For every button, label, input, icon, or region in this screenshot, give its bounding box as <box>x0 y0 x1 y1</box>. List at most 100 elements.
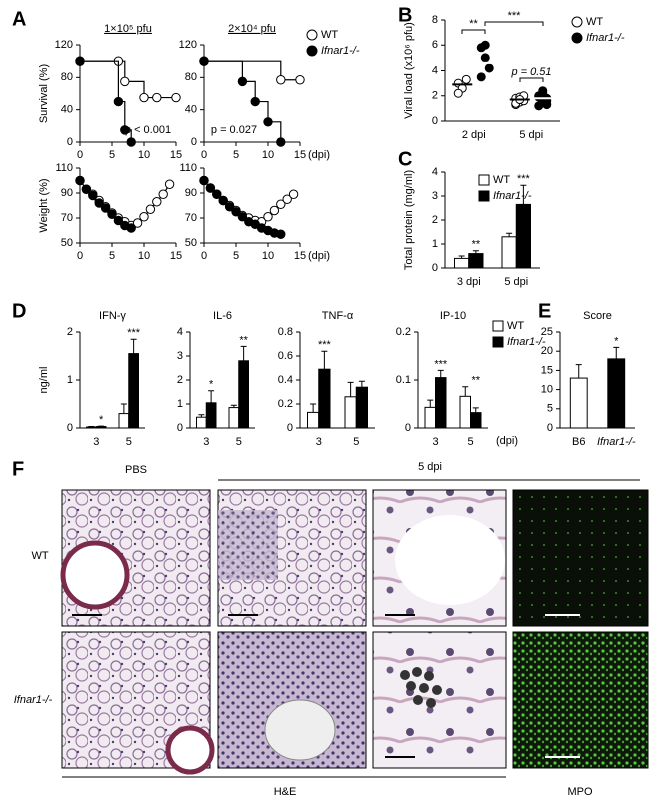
bar <box>119 414 129 428</box>
point <box>159 190 167 198</box>
stain-label: H&E <box>274 786 297 798</box>
y-tick-label: 0 <box>287 422 293 434</box>
bar <box>96 427 106 428</box>
bar <box>239 361 249 428</box>
point <box>101 204 109 212</box>
point <box>206 184 214 192</box>
x-tick-label: 3 dpi <box>457 276 481 288</box>
error-bar <box>208 391 214 403</box>
significance: * <box>209 379 214 391</box>
row-label: Ifnar1-/- <box>14 694 53 706</box>
bar <box>308 412 319 428</box>
chart-title: 1×10⁵ pfu <box>104 23 152 35</box>
point <box>251 97 259 105</box>
bar <box>570 378 587 428</box>
significance: *** <box>434 358 448 370</box>
y-tick-label: 70 <box>61 212 73 224</box>
micrograph <box>373 632 506 768</box>
error-bar <box>506 233 512 237</box>
legend-marker <box>307 46 317 56</box>
y-tick-label: 10 <box>541 384 553 396</box>
legend-label: WT <box>493 174 510 186</box>
y-axis-label: Weight (%) <box>38 178 50 232</box>
point <box>200 57 208 65</box>
column-label: 5 dpi <box>418 461 442 473</box>
y-tick-label: 80 <box>61 71 73 83</box>
point <box>76 176 84 184</box>
x-tick-label: 5 <box>353 436 359 448</box>
alveolus <box>395 515 505 605</box>
legend-marker <box>493 321 503 331</box>
bar <box>471 413 482 428</box>
point <box>140 213 148 221</box>
legend-label: Ifnar1-/- <box>493 190 532 202</box>
point <box>481 54 489 62</box>
significance: *** <box>517 173 531 185</box>
airway <box>63 543 127 607</box>
point <box>140 93 148 101</box>
y-tick-label: 4 <box>177 326 183 338</box>
point <box>127 138 135 146</box>
y-tick-label: 4 <box>432 64 438 76</box>
axes <box>80 168 176 243</box>
point <box>277 138 285 146</box>
error-bar <box>310 404 316 412</box>
point <box>121 77 129 85</box>
y-tick-label: 15 <box>541 364 553 376</box>
y-tick-label: 120 <box>179 39 197 51</box>
chart-title: TNF-α <box>322 310 354 322</box>
y-tick-label: 2 <box>432 90 438 102</box>
y-tick-label: 1 <box>67 374 73 386</box>
y-axis-label: Viral load (x10⁶ pfu) <box>403 22 415 119</box>
y-tick-label: 0 <box>67 422 73 434</box>
y-tick-label: 3 <box>177 350 183 362</box>
stain-label: MPO <box>567 786 593 798</box>
point <box>477 73 485 81</box>
y-tick-label: 2 <box>432 214 438 226</box>
error-bar <box>121 404 127 414</box>
bar <box>87 427 97 428</box>
significance: ** <box>239 334 248 346</box>
x-tick-label: 0 <box>77 149 83 161</box>
point <box>277 230 285 238</box>
y-tick-label: 0 <box>547 422 553 434</box>
error-bar <box>241 346 247 360</box>
x-tick-label: 3 <box>203 436 209 448</box>
point <box>289 190 297 198</box>
bar <box>436 378 447 428</box>
x-tick-label: 5 <box>126 436 132 448</box>
bar <box>469 254 483 268</box>
x-tick-label: 15 <box>170 149 182 161</box>
point <box>296 76 304 84</box>
annotation: p = 0.51 <box>510 66 551 78</box>
legend-marker <box>572 33 582 43</box>
bar <box>608 359 625 428</box>
x-tick-label: 15 <box>170 250 182 262</box>
y-tick-label: 80 <box>185 71 197 83</box>
legend-marker <box>572 17 582 27</box>
x-tick-label: 3 <box>316 436 322 448</box>
y-axis-label: ng/ml <box>38 367 50 394</box>
y-tick-label: 0 <box>432 262 438 274</box>
point <box>200 176 208 184</box>
bracket <box>485 22 543 26</box>
legend-label: Ifnar1-/- <box>321 45 360 57</box>
y-tick-label: 70 <box>185 212 197 224</box>
y-tick-label: 90 <box>185 187 197 199</box>
y-tick-label: 40 <box>61 104 73 116</box>
error-bar <box>613 347 619 359</box>
legend-label: WT <box>507 320 524 332</box>
series-line <box>204 61 300 80</box>
point <box>485 64 493 72</box>
panel-label: E <box>538 300 551 322</box>
y-tick-label: 120 <box>55 39 73 51</box>
axes <box>204 168 300 243</box>
bar <box>206 403 216 428</box>
x-tick-label: 3 <box>93 436 99 448</box>
y-tick-label: 110 <box>179 162 197 174</box>
y-tick-label: 8 <box>432 14 438 26</box>
y-axis-label: Total protein (mg/ml) <box>403 170 415 270</box>
x-tick-label: 15 <box>294 250 306 262</box>
point <box>127 224 135 232</box>
